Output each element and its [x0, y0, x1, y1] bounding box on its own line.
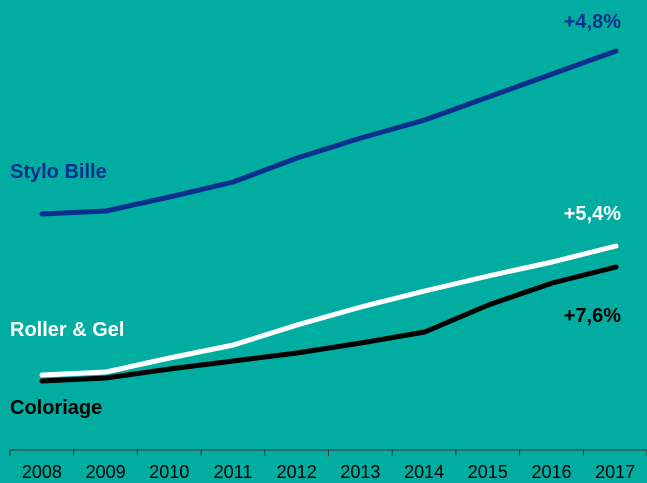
series-line-stylo-bille: [39, 48, 619, 217]
x-tick-label: 2013: [340, 462, 380, 482]
x-tick-label: 2011: [214, 462, 253, 482]
x-tick-label: 2014: [404, 462, 444, 482]
growth-label-coloriage: +7,6%: [563, 305, 621, 327]
series-label-roller-gel: Roller & Gel: [10, 319, 125, 341]
x-tick-label: 2017: [595, 462, 635, 482]
x-tick-label: 2008: [22, 462, 62, 482]
x-tick-label: 2015: [468, 462, 508, 482]
x-tick-label: 2016: [531, 462, 571, 482]
series-label-stylo-bille: Stylo Bille: [10, 161, 107, 183]
x-tick-label: 2009: [86, 462, 126, 482]
series-line-roller-gel: [39, 243, 619, 378]
growth-label-stylo-bille: +4,8%: [563, 11, 621, 33]
growth-label-roller-gel: +5,4%: [563, 203, 621, 225]
series-line-coloriage: [39, 264, 619, 384]
series-label-coloriage: Coloriage: [10, 397, 103, 419]
x-tick-label: 2012: [277, 462, 317, 482]
x-tick-label: 2010: [149, 462, 189, 482]
